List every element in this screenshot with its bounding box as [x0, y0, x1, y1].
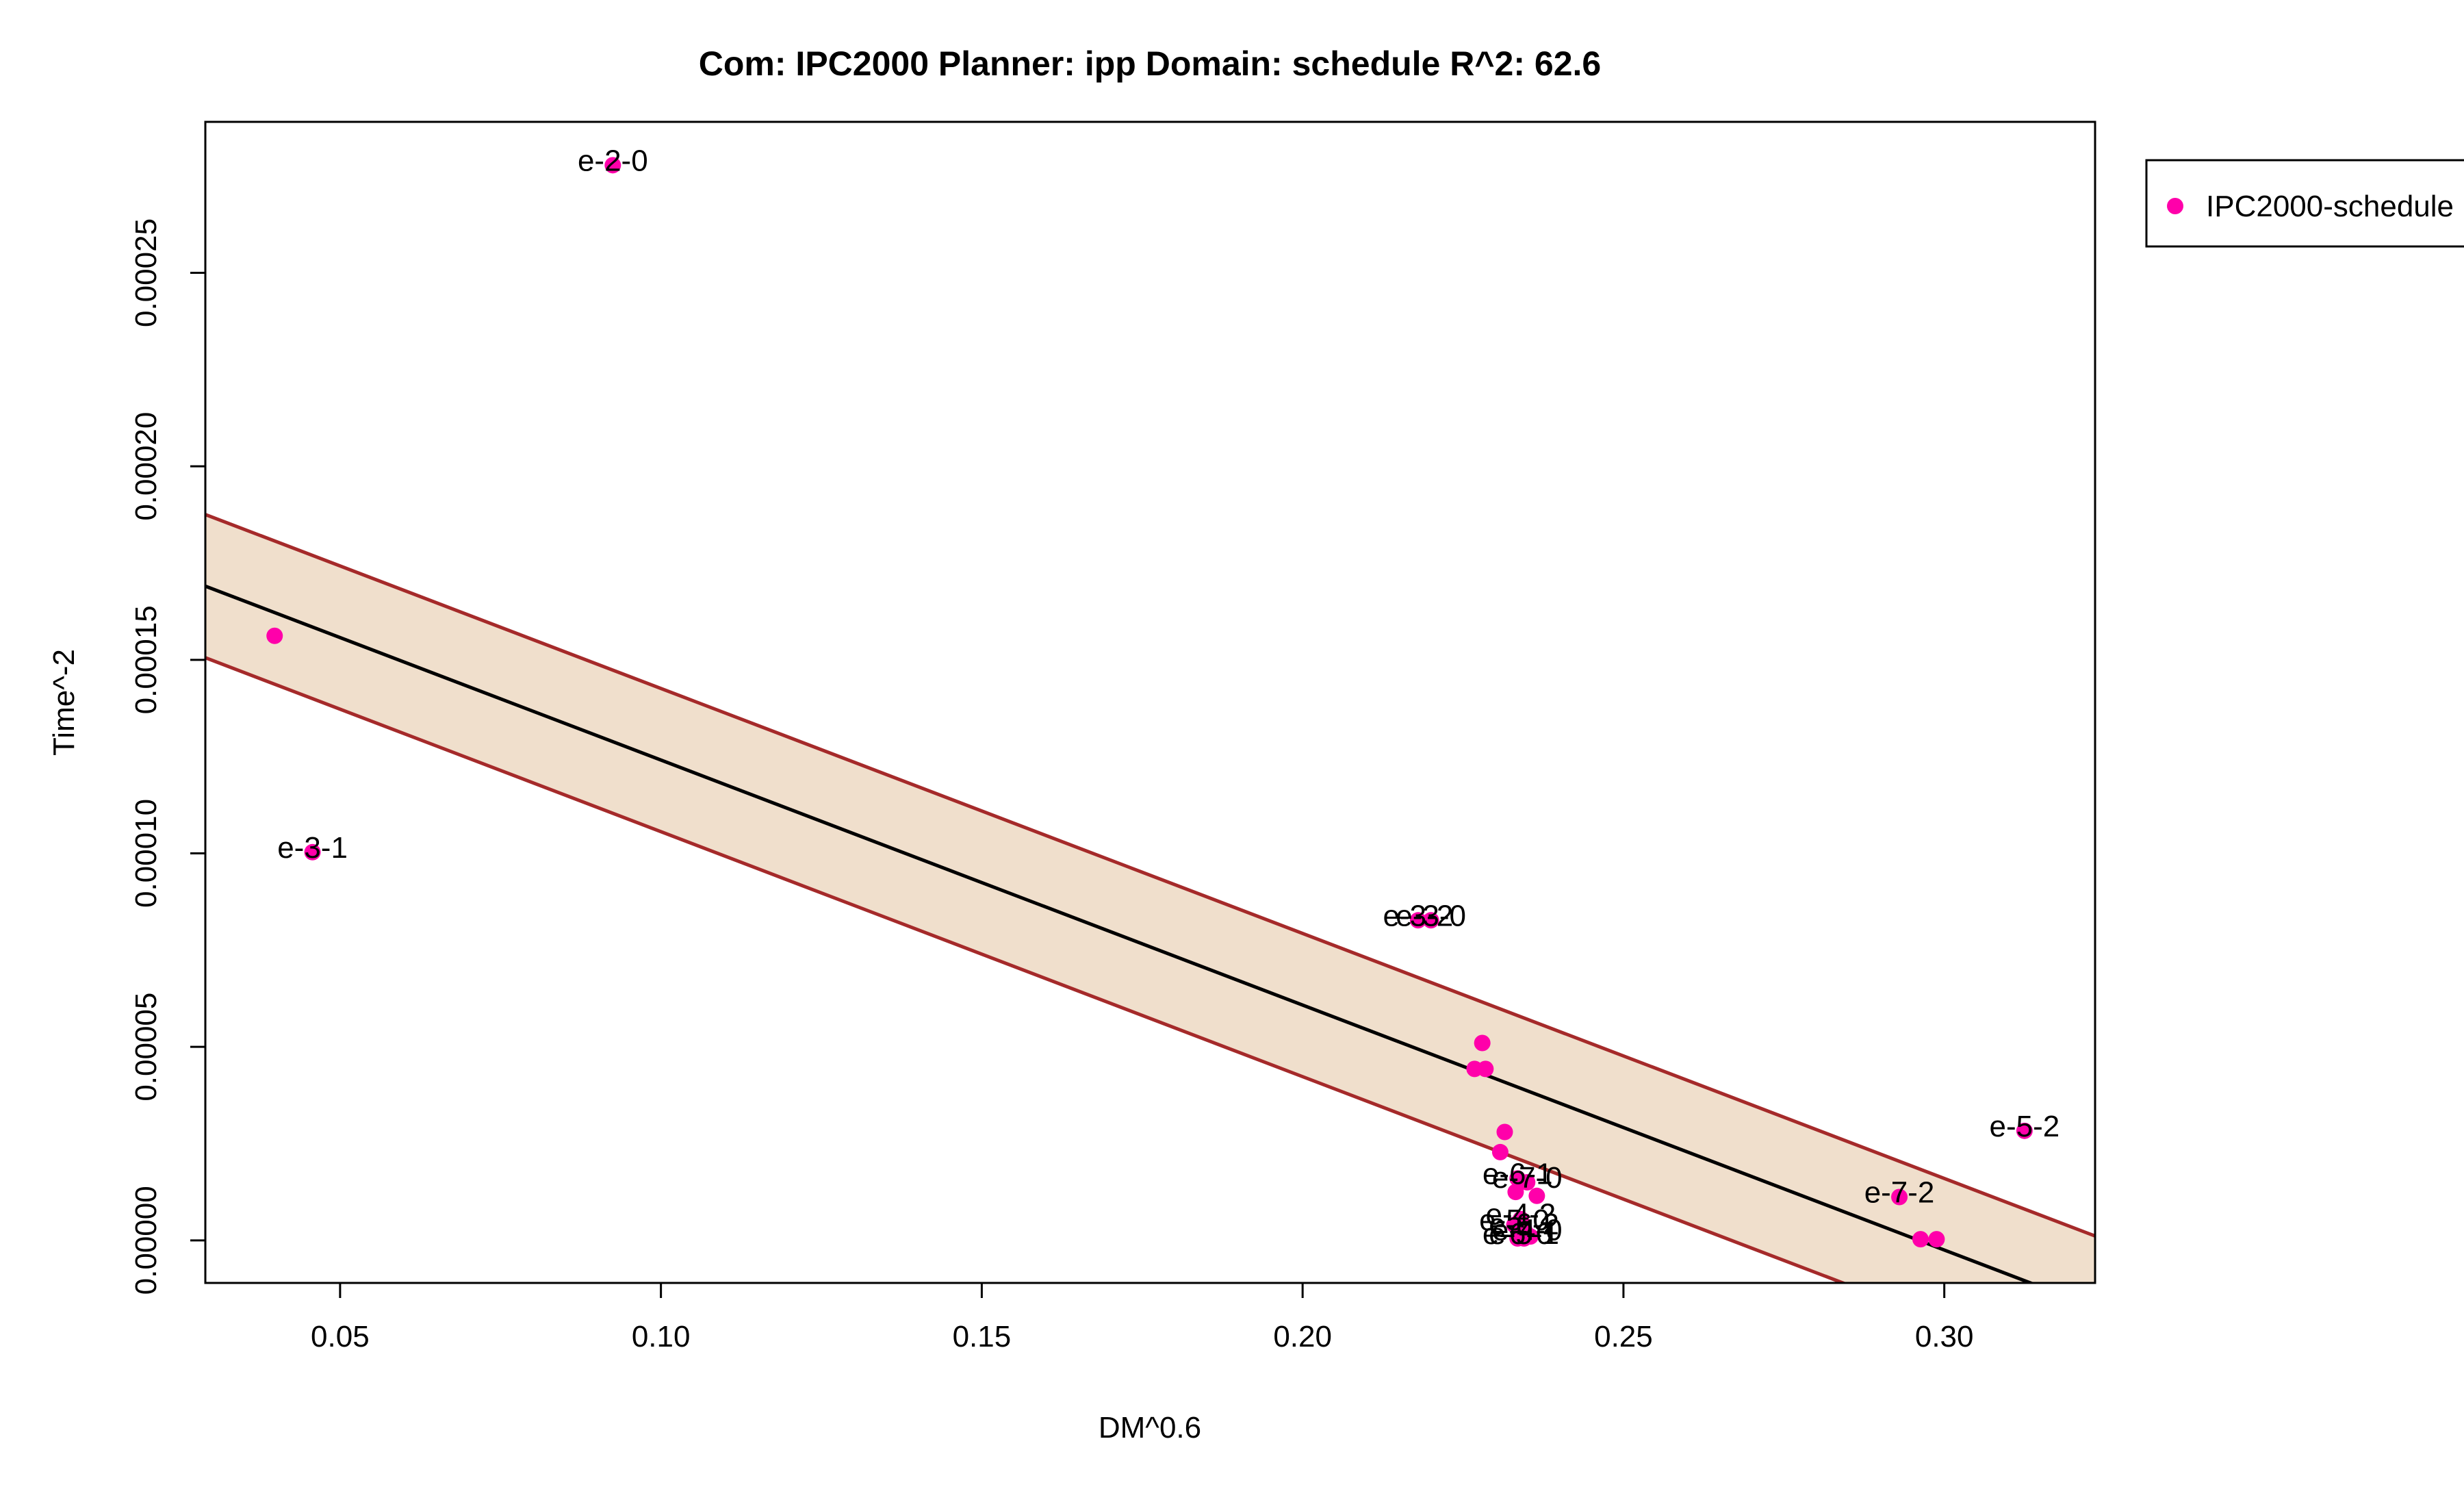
y-tick-label: 0.00010: [129, 799, 163, 908]
data-point: [1928, 1231, 1945, 1248]
legend-box: [2145, 159, 2464, 248]
data-point: [1491, 1143, 1509, 1160]
point-label: e-7-0: [1492, 1161, 1563, 1195]
y-tick-label: 0.00025: [129, 218, 163, 327]
data-point: [1496, 1123, 1513, 1141]
data-point: [1474, 1034, 1491, 1052]
point-label: e-5-0: [1479, 1204, 1550, 1237]
point-label: e-7-2: [1864, 1175, 1935, 1209]
chart-title: Com: IPC2000 Planner: ipp Domain: schedu…: [699, 44, 1601, 83]
x-tick-label: 0.15: [953, 1320, 1012, 1353]
fit-line: [205, 584, 2036, 1283]
data-point: [1519, 1174, 1536, 1191]
legend-swatch: [2167, 198, 2183, 214]
x-axis-title: DM^0.6: [1099, 1411, 1201, 1445]
confidence-band: [205, 513, 2095, 1283]
point-label: e-4-0: [1492, 1213, 1563, 1247]
x-tick-label: 0.20: [1273, 1320, 1332, 1353]
data-point: [1422, 912, 1439, 929]
data-point: [1912, 1231, 1929, 1248]
x-axis: 0.05 0.10 0.15 0.20 0.25 0.30: [311, 1282, 1974, 1353]
point-label: e-2-0: [578, 144, 648, 177]
y-axis: 0.00000 0.00005 0.00010 0.00015 0.00020 0.000…: [129, 218, 207, 1295]
point-label: e-6-0: [1483, 1217, 1553, 1251]
point-label: e-3-0: [1396, 899, 1466, 932]
point-label: e-3-1: [277, 831, 348, 865]
band-upper-line: [205, 513, 2095, 1238]
point-labels: e-3-1 e-2-0 e-3-2e-3-0 e-6-1e-7-0e-4-2e-5-0…: [277, 144, 2059, 1251]
point-label: e-5-1: [1489, 1217, 1559, 1251]
data-point: [2016, 1122, 2033, 1139]
data-point: [604, 157, 621, 174]
legend: IPC2000-schedule: [2145, 159, 2464, 248]
y-tick-label: 0.00000: [129, 1186, 163, 1295]
data-point: [304, 843, 321, 861]
data-point: [1528, 1187, 1545, 1204]
point-label: e-4-2: [1486, 1198, 1556, 1232]
point-label: e-5-2: [1990, 1110, 2060, 1143]
data-point: [266, 627, 283, 644]
point-label: e-6-2: [1489, 1208, 1559, 1241]
regression-line: [205, 584, 2036, 1283]
data-point: [1507, 1184, 1524, 1201]
band-lower-line: [205, 656, 1848, 1283]
x-tick-label: 0.30: [1915, 1320, 1974, 1353]
y-tick-label: 0.00020: [129, 412, 163, 521]
x-tick-label: 0.25: [1594, 1320, 1653, 1353]
data-point: [1891, 1188, 1908, 1206]
y-axis-title: Time^-2: [47, 649, 81, 756]
band-fill: [205, 514, 2095, 1283]
data-points: [266, 157, 2033, 1248]
data-point: [1477, 1060, 1494, 1078]
x-tick-label: 0.10: [632, 1320, 691, 1353]
point-label: e-6-1: [1483, 1157, 1553, 1191]
y-tick-label: 0.00015: [129, 605, 163, 714]
legend-label: IPC2000-schedule: [2206, 190, 2454, 223]
point-label: e-3-2: [1383, 899, 1454, 932]
data-point: [1522, 1228, 1539, 1245]
y-tick-label: 0.00005: [129, 993, 163, 1102]
data-point: [1409, 912, 1426, 929]
x-tick-label: 0.05: [311, 1320, 370, 1353]
